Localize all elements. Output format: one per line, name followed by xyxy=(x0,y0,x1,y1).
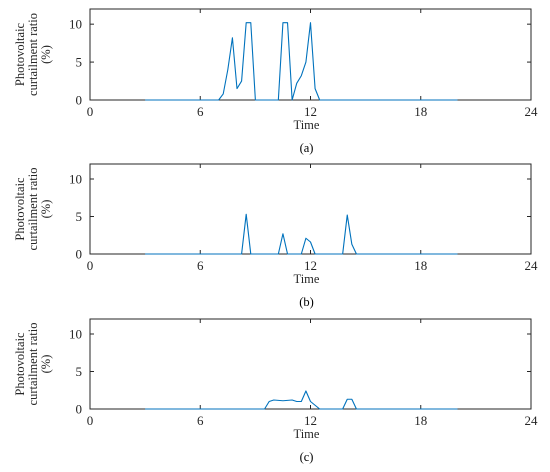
x-tick-label: 0 xyxy=(87,413,94,428)
y-tick-label: 5 xyxy=(76,364,83,379)
x-axis-label: Time xyxy=(294,118,320,132)
series-line xyxy=(145,22,458,101)
x-tick-label: 18 xyxy=(414,104,427,119)
panel-caption: (a) xyxy=(300,141,314,155)
x-tick-label: 12 xyxy=(304,258,317,273)
y-tick-label: 10 xyxy=(69,327,82,342)
y-tick-label: 5 xyxy=(76,209,83,224)
y-tick-label: 0 xyxy=(76,402,83,417)
x-tick-label: 12 xyxy=(304,104,317,119)
x-axis-label: Time xyxy=(294,427,320,441)
y-tick-label: 5 xyxy=(76,55,83,70)
y-tick-label: 10 xyxy=(69,17,82,32)
y-tick-label: 10 xyxy=(69,172,82,187)
x-tick-label: 24 xyxy=(525,104,539,119)
x-tick-label: 18 xyxy=(414,413,427,428)
y-axis-label-line: (%) xyxy=(39,355,53,374)
series-line xyxy=(145,213,458,255)
x-tick-label: 6 xyxy=(197,413,204,428)
chart-panel-1: 0 6 12 18 24 0 5 10 Time Photovoltaic curtailment … xyxy=(13,8,539,155)
x-tick-label: 0 xyxy=(87,104,94,119)
panel-caption: (c) xyxy=(300,450,314,464)
panel-caption: (b) xyxy=(299,295,314,309)
chart-panel-3: 0 6 12 18 24 0 5 10 Time Photovoltaic curtailment … xyxy=(13,318,539,464)
y-axis-label-line: Photovoltaic xyxy=(13,177,27,241)
y-axis-label-line: curtailment ratio xyxy=(26,13,40,96)
x-tick-label: 24 xyxy=(525,413,539,428)
y-tick-label: 0 xyxy=(76,93,83,108)
x-tick-label: 12 xyxy=(304,413,317,428)
y-axis-label-line: (%) xyxy=(39,45,53,64)
x-tick-label: 18 xyxy=(414,258,427,273)
x-tick-label: 6 xyxy=(197,104,204,119)
chart-panel-2: 0 6 12 18 24 0 5 10 Time Photovoltaic curtailment … xyxy=(13,163,539,309)
series-line xyxy=(145,390,458,410)
y-axis-label-line: curtailment ratio xyxy=(26,168,40,251)
x-tick-label: 24 xyxy=(525,258,539,273)
plot-frame xyxy=(89,318,532,410)
plot-frame xyxy=(89,163,532,255)
y-axis-label-line: curtailment ratio xyxy=(26,323,40,406)
y-axis-label-line: Photovoltaic xyxy=(13,22,27,86)
x-tick-label: 6 xyxy=(197,258,204,273)
x-tick-label: 0 xyxy=(87,258,94,273)
y-axis-label-line: Photovoltaic xyxy=(13,332,27,396)
y-axis-label-line: (%) xyxy=(39,200,53,219)
y-tick-label: 0 xyxy=(76,247,83,262)
x-axis-label: Time xyxy=(294,272,320,286)
